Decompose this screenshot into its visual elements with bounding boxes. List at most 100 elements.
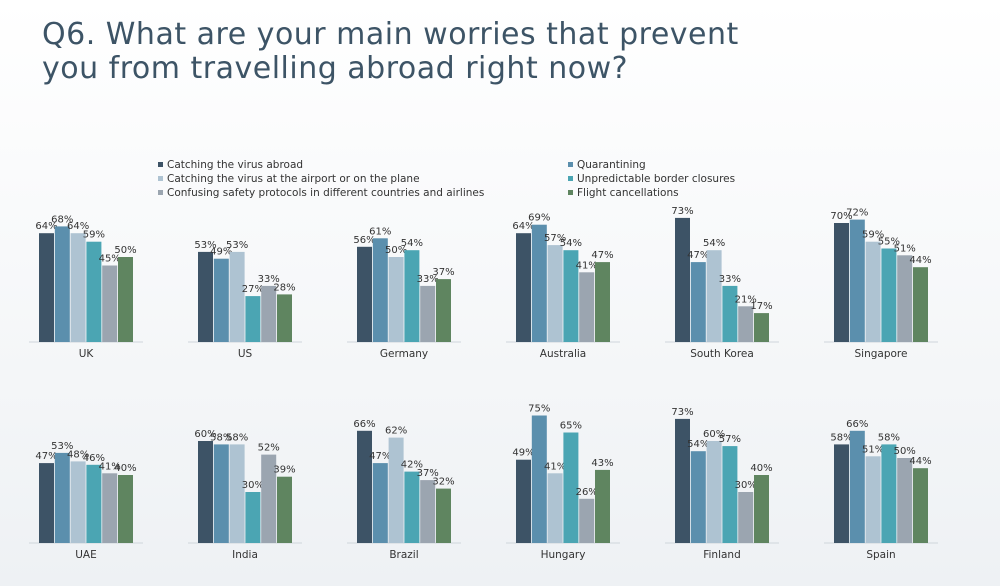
bar [86, 241, 102, 342]
data-label: 33% [719, 274, 741, 285]
bar [516, 459, 531, 543]
bar [229, 251, 245, 342]
bar [881, 444, 897, 543]
data-label: 73% [671, 206, 693, 217]
data-label: 37% [417, 468, 439, 479]
data-label: 39% [273, 465, 295, 476]
bar [834, 223, 849, 342]
bar [738, 492, 754, 543]
data-label: 50% [114, 245, 136, 256]
category-label: UK [79, 348, 95, 360]
bar [913, 468, 928, 543]
legend-label: Flight cancellations [577, 187, 679, 199]
data-label: 65% [560, 421, 582, 432]
chart-title: Q6. What are your main worries that prev… [42, 17, 739, 86]
category-label: UAE [75, 549, 97, 561]
legend-label: Catching the virus abroad [167, 159, 303, 171]
category-label: Finland [703, 549, 741, 561]
bar [277, 476, 292, 543]
data-label: 66% [353, 419, 375, 430]
bar [54, 452, 70, 543]
data-label: 56% [353, 235, 375, 246]
bar [690, 262, 706, 342]
bar [198, 251, 213, 342]
legend-swatch [158, 190, 163, 195]
data-label: 62% [385, 426, 407, 437]
bar [563, 432, 579, 543]
data-label: 40% [750, 463, 772, 474]
bar [547, 245, 563, 342]
data-label: 61% [369, 226, 391, 237]
bar [754, 313, 769, 342]
data-label: 30% [242, 480, 264, 491]
bar [849, 219, 865, 342]
data-label: 66% [846, 419, 868, 430]
data-label: 64% [512, 221, 534, 232]
data-label: 44% [909, 456, 931, 467]
bar [245, 296, 261, 342]
bar [722, 446, 738, 543]
bar [516, 233, 531, 342]
data-label: 47% [369, 451, 391, 462]
data-label: 28% [273, 282, 295, 293]
data-label: 57% [719, 434, 741, 445]
data-label: 72% [846, 208, 868, 219]
data-label: 49% [210, 247, 232, 258]
data-label: 51% [862, 444, 884, 455]
data-label: 48% [67, 449, 89, 460]
data-label: 64% [67, 221, 89, 232]
data-label: 17% [750, 301, 772, 312]
data-label: 55% [878, 237, 900, 248]
bar [690, 451, 706, 543]
bar [404, 471, 420, 543]
data-label: 58% [226, 432, 248, 443]
legend-swatch [568, 190, 573, 195]
bar [388, 257, 404, 342]
data-label: 21% [735, 294, 757, 305]
data-label: 27% [242, 284, 264, 295]
legend-swatch [158, 162, 163, 167]
category-label: India [232, 549, 258, 561]
legend-label: Confusing safety protocols in different … [167, 187, 484, 199]
data-label: 49% [512, 448, 534, 459]
data-label: 73% [671, 407, 693, 418]
bar [54, 226, 70, 342]
legend-label: Catching the virus at the airport or on … [167, 173, 420, 185]
data-label: 53% [226, 240, 248, 251]
data-label: 60% [703, 429, 725, 440]
bar [706, 250, 722, 342]
bar [834, 444, 849, 543]
bar [913, 267, 928, 342]
data-label: 43% [591, 458, 613, 469]
data-label: 41% [576, 260, 598, 271]
bar [436, 488, 451, 543]
data-label: 64% [35, 221, 57, 232]
bar [372, 463, 388, 543]
category-label: Brazil [389, 549, 418, 561]
bar [420, 480, 436, 543]
category-label: US [238, 348, 253, 360]
legend-swatch [568, 176, 573, 181]
data-label: 68% [51, 214, 73, 225]
bar [436, 279, 451, 342]
bar [531, 415, 547, 543]
bar [39, 233, 54, 342]
data-label: 33% [258, 274, 280, 285]
data-label: 45% [99, 254, 121, 265]
bar [118, 475, 133, 543]
bar [865, 456, 881, 543]
data-label: 59% [83, 230, 105, 241]
bar [579, 272, 595, 342]
data-label: 57% [544, 233, 566, 244]
data-label: 75% [528, 404, 550, 415]
bar [198, 441, 213, 543]
data-label: 69% [528, 213, 550, 224]
bar [70, 233, 86, 342]
bar [897, 255, 913, 342]
bar [261, 285, 277, 342]
data-label: 46% [83, 453, 105, 464]
bar [86, 464, 102, 543]
bar [261, 454, 277, 543]
bar [388, 437, 404, 543]
